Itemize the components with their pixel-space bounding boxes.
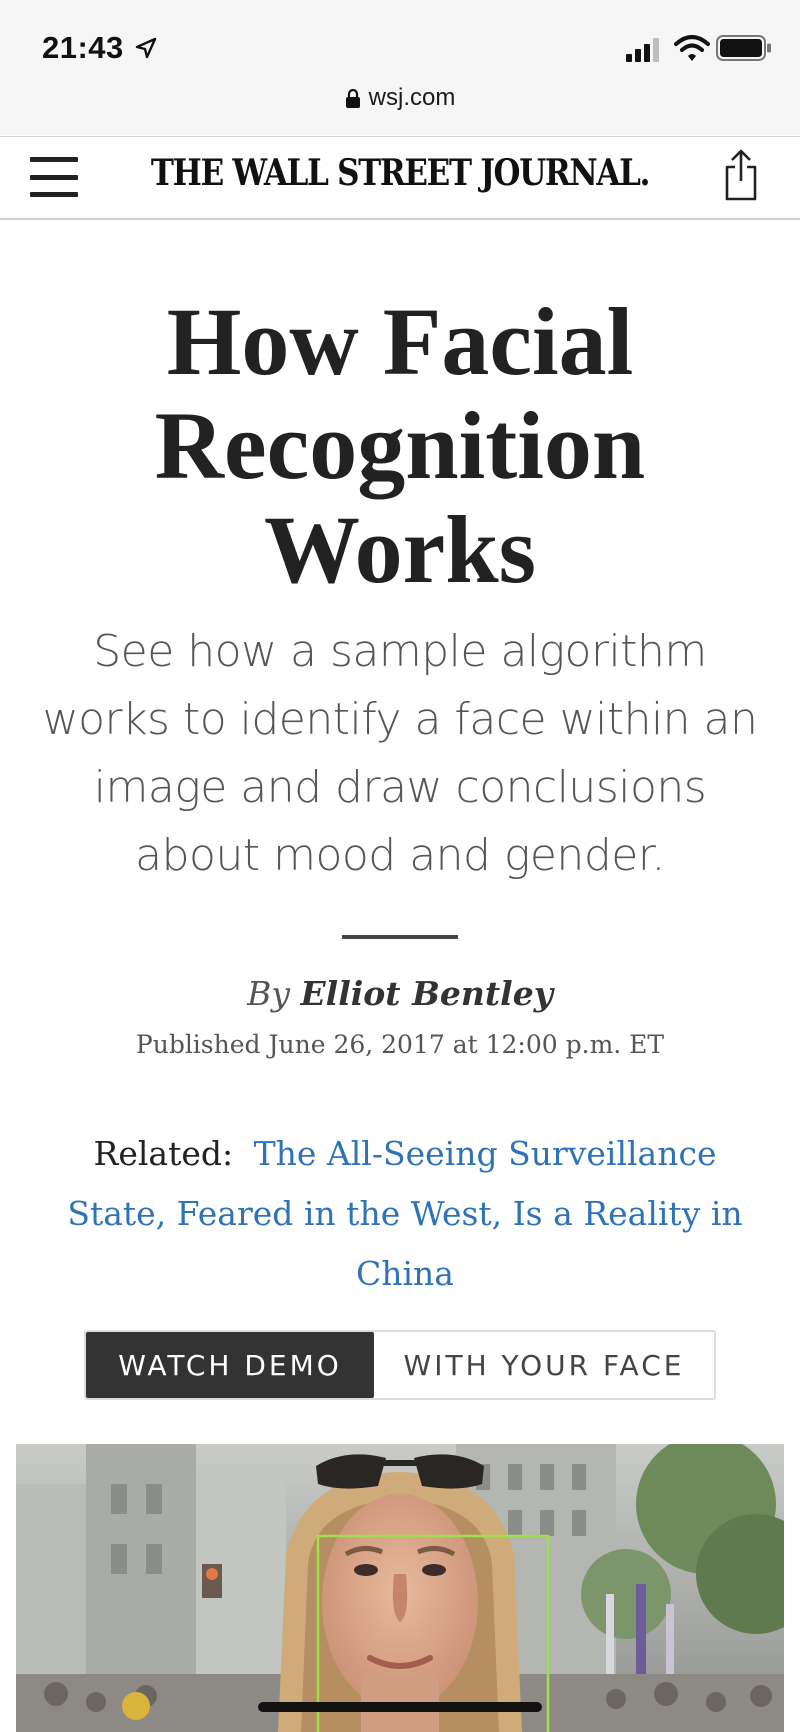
watch-demo-button[interactable]: WATCH DEMO xyxy=(86,1332,374,1398)
related-label: Related: xyxy=(93,1134,234,1173)
hamburger-menu-icon[interactable] xyxy=(30,155,78,199)
byline: By Elliot Bentley xyxy=(0,974,800,1013)
status-time: 21:43 xyxy=(42,30,124,65)
with-your-face-button[interactable]: WITH YOUR FACE xyxy=(403,1348,685,1382)
article-dek: See how a sample algorithm works to iden… xyxy=(42,626,758,881)
site-header: THE WALL STREET JOURNAL. xyxy=(0,136,800,220)
status-bar: 21:43 wsj.com xyxy=(0,0,800,135)
published-date: Published June 26, 2017 at 12:00 p.m. ET xyxy=(135,1030,665,1059)
face-detection-image xyxy=(16,1444,784,1732)
headline-line: Recognition xyxy=(154,392,646,499)
battery-icon xyxy=(716,35,771,61)
address-bar[interactable]: wsj.com xyxy=(0,84,800,120)
related-article-link[interactable]: The All-Seeing Surveillance State, Feare… xyxy=(67,1134,743,1293)
location-arrow-icon xyxy=(135,37,157,59)
related-article: Related: The All-Seeing Surveillance Sta… xyxy=(40,1124,770,1304)
article-headline: How Facial Recognition Works xyxy=(60,290,740,602)
divider xyxy=(342,935,458,939)
author-name[interactable]: Elliot Bentley xyxy=(300,974,553,1013)
url-text: wsj.com xyxy=(368,84,456,111)
headline-line: How Facial xyxy=(166,288,634,395)
demo-mode-toggle: WATCH DEMO WITH YOUR FACE xyxy=(84,1330,716,1400)
home-indicator xyxy=(258,1702,542,1712)
wifi-icon xyxy=(674,35,710,61)
byline-prefix: By xyxy=(247,974,291,1013)
cellular-signal-icon xyxy=(626,38,659,62)
demo-video[interactable] xyxy=(16,1444,784,1732)
share-icon[interactable] xyxy=(722,147,760,203)
lock-icon xyxy=(345,88,360,108)
masthead-logo[interactable]: THE WALL STREET JOURNAL. xyxy=(150,152,650,194)
headline-line: Works xyxy=(263,496,537,603)
